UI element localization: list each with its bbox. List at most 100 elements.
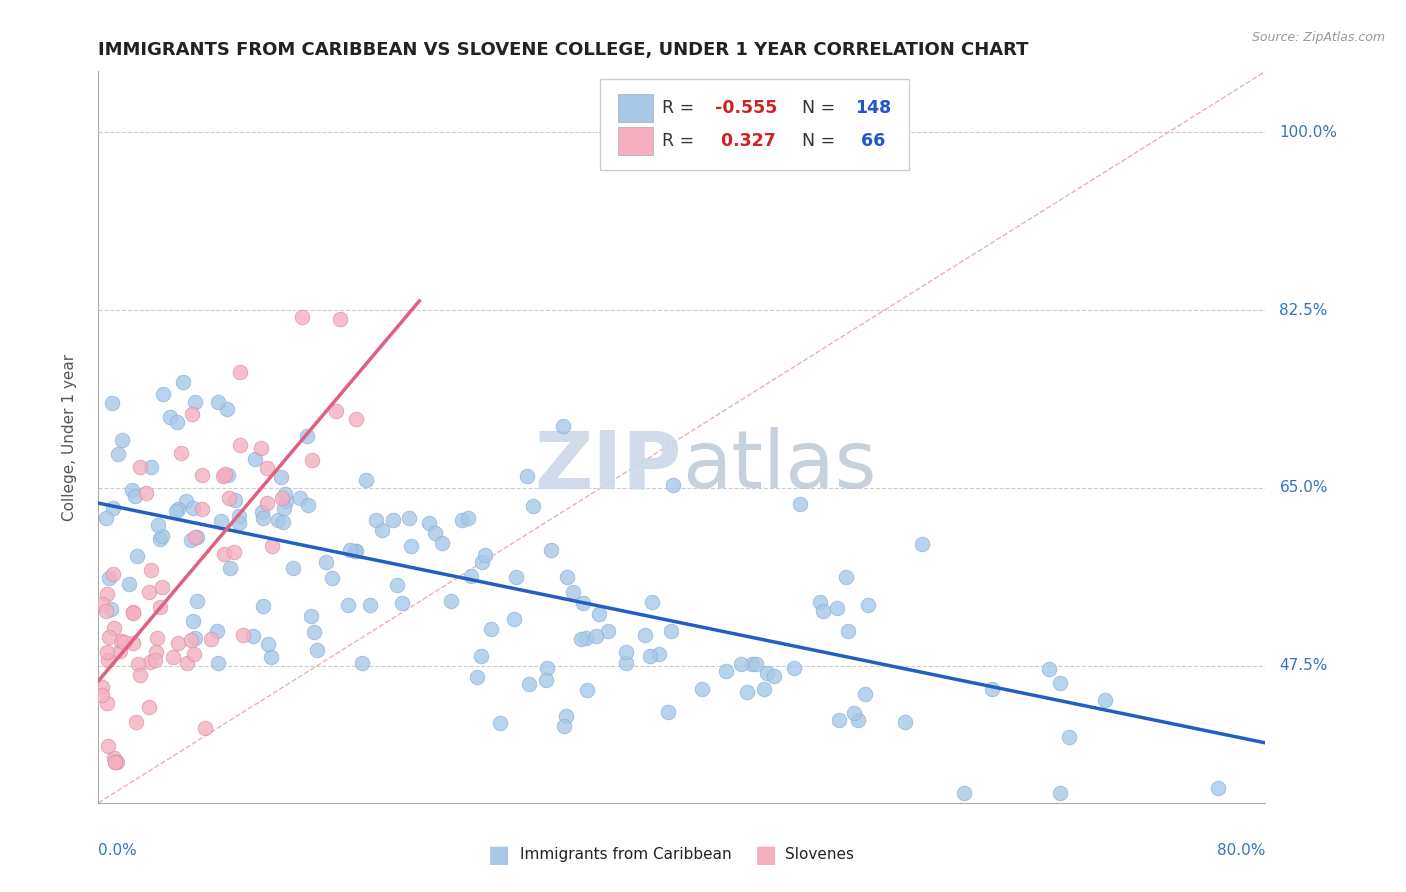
Point — [555, 570, 578, 584]
Point — [166, 415, 188, 429]
Point — [350, 656, 373, 670]
Text: 80.0%: 80.0% — [1218, 843, 1265, 858]
Point — [101, 500, 124, 515]
Point — [96, 645, 118, 659]
Point — [271, 515, 294, 529]
Point — [465, 670, 488, 684]
Point — [837, 624, 859, 639]
Text: ZIP: ZIP — [534, 427, 682, 506]
Point — [735, 685, 758, 699]
Point — [756, 665, 779, 680]
Point — [910, 537, 932, 551]
Point — [222, 545, 245, 559]
Point — [783, 660, 806, 674]
Point — [299, 609, 322, 624]
Point — [714, 665, 737, 679]
Point — [344, 544, 367, 558]
FancyBboxPatch shape — [617, 94, 652, 122]
Point — [321, 571, 343, 585]
Point — [128, 459, 150, 474]
Point — [101, 566, 124, 581]
Point — [228, 516, 250, 531]
Point — [305, 643, 328, 657]
Point — [183, 647, 205, 661]
Point — [138, 585, 160, 599]
Text: 82.5%: 82.5% — [1279, 302, 1327, 318]
Text: 148: 148 — [855, 99, 891, 117]
Text: 65.0%: 65.0% — [1279, 481, 1327, 495]
Point — [479, 622, 502, 636]
Point — [457, 510, 479, 524]
Point — [301, 453, 323, 467]
Point — [1057, 730, 1080, 744]
Point — [730, 657, 752, 671]
Point — [1038, 662, 1060, 676]
Point — [145, 645, 167, 659]
Text: Immigrants from Caribbean: Immigrants from Caribbean — [520, 847, 733, 862]
Point — [267, 513, 290, 527]
FancyBboxPatch shape — [600, 78, 910, 170]
Point — [364, 513, 387, 527]
Point — [176, 657, 198, 671]
Point — [256, 496, 278, 510]
Point — [180, 533, 202, 547]
Point — [274, 487, 297, 501]
Point — [242, 629, 264, 643]
Point — [270, 491, 292, 506]
Point — [339, 543, 361, 558]
Point — [488, 715, 510, 730]
Point — [281, 561, 304, 575]
Point — [260, 649, 283, 664]
Point — [288, 491, 311, 505]
Point — [180, 633, 202, 648]
Point — [229, 365, 252, 379]
Point — [356, 473, 378, 487]
Point — [90, 681, 112, 695]
Point — [186, 594, 208, 608]
Point — [503, 612, 526, 626]
FancyBboxPatch shape — [617, 127, 652, 154]
Point — [555, 709, 578, 723]
Point — [616, 657, 638, 671]
Point — [252, 511, 274, 525]
Text: Slovenes: Slovenes — [785, 847, 853, 862]
Point — [181, 501, 204, 516]
Point — [125, 549, 148, 564]
Point — [690, 682, 713, 697]
Point — [517, 677, 540, 691]
Point — [122, 606, 145, 620]
Point — [103, 751, 125, 765]
Point — [789, 497, 811, 511]
Point — [105, 755, 128, 769]
Point — [184, 394, 207, 409]
Text: ■: ■ — [488, 843, 510, 866]
Point — [648, 647, 671, 661]
Point — [152, 387, 174, 401]
Text: 47.5%: 47.5% — [1279, 658, 1327, 673]
Point — [212, 468, 235, 483]
Point — [1206, 781, 1229, 796]
Point — [121, 483, 143, 498]
Text: Source: ZipAtlas.com: Source: ZipAtlas.com — [1251, 31, 1385, 45]
Point — [634, 628, 657, 642]
Point — [139, 460, 162, 475]
Point — [200, 632, 222, 646]
Point — [186, 530, 208, 544]
Point — [122, 636, 145, 650]
Point — [893, 714, 915, 729]
Point — [122, 606, 145, 620]
Text: 0.327: 0.327 — [714, 132, 775, 150]
Point — [471, 555, 494, 569]
Point — [96, 510, 118, 524]
Point — [149, 532, 172, 546]
Point — [217, 468, 239, 483]
Text: IMMIGRANTS FROM CARIBBEAN VS SLOVENE COLLEGE, UNDER 1 YEAR CORRELATION CHART: IMMIGRANTS FROM CARIBBEAN VS SLOVENE COL… — [98, 41, 1029, 59]
Point — [752, 681, 775, 696]
Point — [100, 602, 122, 616]
Point — [207, 395, 229, 409]
Point — [104, 755, 127, 769]
Point — [315, 555, 337, 569]
Point — [110, 633, 132, 648]
Point — [218, 491, 240, 506]
Point — [207, 657, 229, 671]
